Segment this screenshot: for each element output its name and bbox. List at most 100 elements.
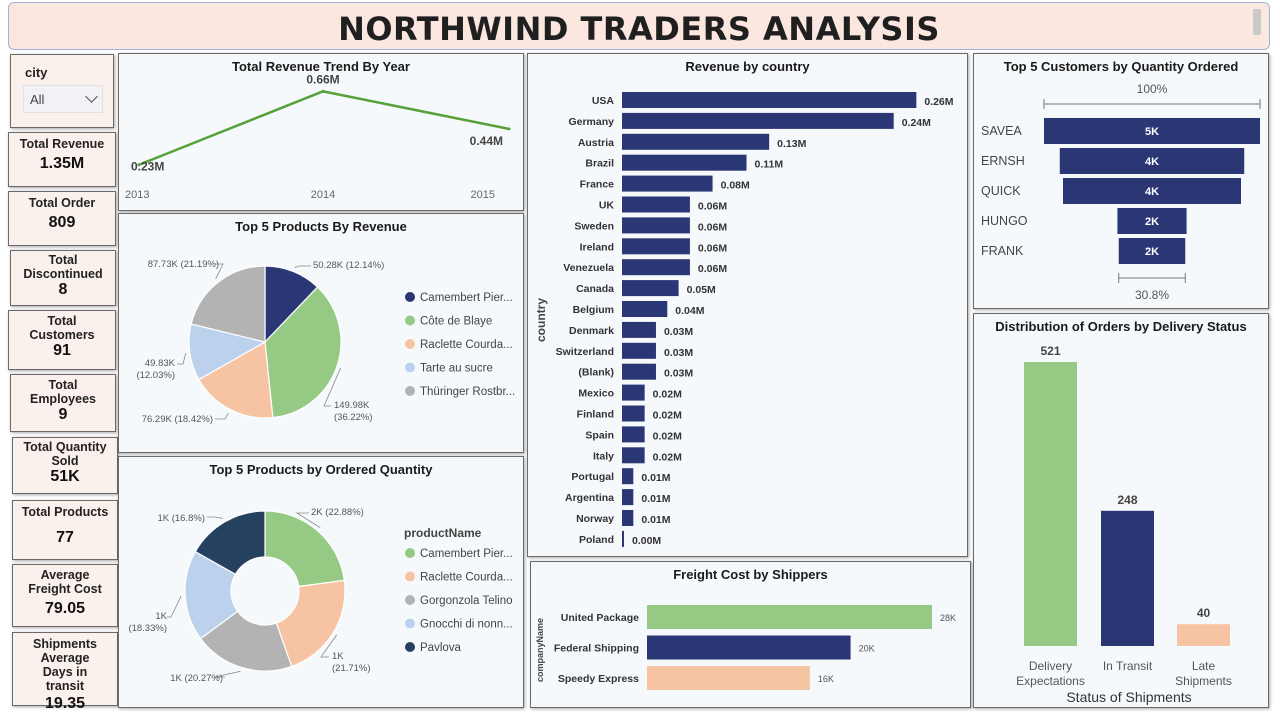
data-label: 4K	[1145, 156, 1159, 168]
city-dropdown[interactable]: All	[23, 85, 103, 113]
funnel-bottom-label: 30.8%	[1135, 288, 1169, 302]
slicer-label: city	[25, 65, 48, 80]
kpi-total-quantity-sold: Total Quantity Sold 51K	[12, 437, 118, 494]
data-label: 0.04M	[675, 305, 704, 317]
kpi-label: Total Products	[21, 505, 109, 519]
category-label: Mexico	[578, 388, 614, 400]
kpi-value: 77	[56, 529, 74, 546]
country-bar	[622, 301, 668, 317]
slice-label: (36.22%)	[334, 412, 373, 423]
category-label: Finland	[577, 409, 614, 421]
line-chart-svg: 0.23M 0.66M 0.44M 2013 2014 2015	[125, 72, 511, 201]
kpi-total-customers: Total Customers 91	[8, 310, 116, 370]
data-label: 0.00M	[632, 535, 661, 547]
legend-item: Gnocchi di nonn...	[420, 619, 513, 631]
legend-marker	[405, 595, 415, 605]
data-label: 0.23M	[131, 160, 164, 174]
leader-line	[215, 412, 229, 420]
freight-bar	[647, 666, 810, 690]
data-point	[321, 89, 325, 93]
category-label: (Blank)	[578, 367, 614, 379]
y-axis-title: country	[534, 298, 548, 342]
category-label: Germany	[568, 116, 614, 128]
data-label: 20K	[859, 644, 875, 654]
data-label: 0.13M	[777, 138, 806, 150]
country-bar	[622, 92, 917, 108]
revenue-line	[138, 90, 510, 166]
donut-chart-svg: 2K (22.88%)1K(21.71%)1K (20.27%)1K(18.33…	[128, 507, 513, 684]
data-label: 40	[1197, 606, 1211, 620]
category-label: Argentina	[565, 492, 614, 504]
category-label: Speedy Express	[558, 673, 639, 685]
category-label: ERNSH	[981, 154, 1025, 168]
data-label: 0.24M	[902, 117, 931, 129]
dashboard-title: NORTHWIND TRADERS ANALYSIS	[338, 10, 940, 48]
category-label: Shipments	[1175, 674, 1232, 688]
city-dropdown-value: All	[30, 91, 45, 107]
leader-line	[167, 595, 182, 618]
data-label: 0.44M	[470, 134, 503, 148]
country-bar	[622, 259, 690, 276]
kpi-value: 8	[58, 281, 68, 298]
country-bar	[622, 447, 645, 464]
country-bar-svg: country USA 0.26M Germany 0.24M Austria 0.13M B…	[534, 92, 954, 547]
country-bar	[622, 196, 690, 213]
legend-title: productName	[404, 526, 482, 540]
kpi-total-products: Total Products 77	[12, 500, 118, 560]
country-bar	[622, 530, 624, 547]
country-bar	[622, 489, 634, 506]
data-label: 0.02M	[653, 410, 682, 422]
data-label: 0.01M	[641, 514, 670, 526]
country-bar	[622, 405, 645, 422]
kpi-label: Total Order	[28, 196, 96, 210]
top-customers-funnel-chart: Top 5 Customers by Quantity Ordered 100%…	[973, 53, 1269, 309]
data-label: 4K	[1145, 186, 1159, 198]
funnel-svg: 100% SAVEA 5K ERNSH 4K QUICK 4K HUNGO 2K FRANK 2K 3…	[981, 82, 1261, 302]
kpi-label: Total Discontinued	[23, 253, 103, 281]
freight-bar	[647, 605, 932, 629]
data-label: 16K	[818, 674, 834, 684]
funnel-bar	[1059, 148, 1245, 174]
scrollbar-thumb[interactable]	[1253, 9, 1261, 35]
slice-label: 149.98K	[334, 400, 370, 411]
country-bar	[622, 154, 747, 171]
slice-label: 1K	[332, 651, 344, 662]
x-axis-title: Status of Shipments	[1066, 689, 1191, 705]
category-label: Ireland	[580, 241, 614, 253]
category-label: United Package	[561, 612, 639, 624]
category-label: Portugal	[571, 471, 614, 483]
pie-slice	[190, 265, 266, 343]
kpi-label: Average Freight Cost	[28, 568, 102, 596]
kpi-total-revenue: Total Revenue 1.35M	[8, 132, 116, 187]
leader-line	[320, 634, 337, 658]
category-label: Venezuela	[563, 262, 614, 274]
data-label: 248	[1117, 493, 1137, 507]
category-label: Spain	[585, 429, 614, 441]
legend-item: Pavlova	[420, 642, 462, 654]
pie-slice	[199, 610, 293, 672]
legend-item: Camembert Pier...	[420, 548, 513, 560]
data-label: 0.01M	[641, 472, 670, 484]
kpi-value: 51K	[50, 468, 80, 485]
kpi-label: Total Employees	[29, 378, 96, 406]
x-tick-label: 2015	[471, 189, 495, 201]
country-bar	[622, 342, 656, 359]
leader-line	[177, 352, 187, 365]
revenue-trend-chart: Total Revenue Trend By Year 0.23M 0.66M 0.…	[118, 53, 524, 211]
category-label: Norway	[576, 513, 614, 525]
category-label: Sweden	[574, 220, 614, 232]
pie-slice	[264, 510, 345, 588]
data-label: 0.11M	[755, 159, 784, 171]
freight-cost-chart: Freight Cost by Shippers companyName Unit…	[530, 561, 971, 708]
legend-marker	[405, 315, 415, 326]
data-label: 0.26M	[924, 96, 953, 108]
slice-label: 1K	[155, 611, 167, 622]
chevron-down-icon[interactable]	[85, 90, 98, 103]
country-bar	[622, 321, 656, 338]
category-label: In Transit	[1103, 659, 1153, 673]
x-tick-label: 2014	[311, 189, 335, 201]
legend-marker	[405, 571, 415, 582]
category-label: Austria	[578, 137, 614, 149]
city-slicer: city All	[10, 54, 114, 128]
funnel-top-label: 100%	[1137, 82, 1168, 96]
